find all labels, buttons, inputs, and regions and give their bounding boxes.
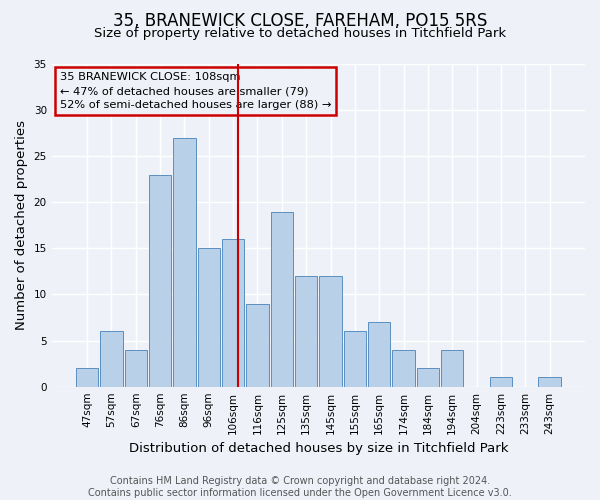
Text: 35 BRANEWICK CLOSE: 108sqm
← 47% of detached houses are smaller (79)
52% of semi: 35 BRANEWICK CLOSE: 108sqm ← 47% of deta…	[59, 72, 331, 110]
Bar	[125, 350, 147, 387]
Bar	[100, 332, 122, 386]
Bar	[441, 350, 463, 387]
Bar	[295, 276, 317, 386]
Bar	[246, 304, 269, 386]
Bar	[368, 322, 391, 386]
Bar	[319, 276, 341, 386]
Bar	[392, 350, 415, 387]
Bar	[222, 239, 244, 386]
Bar	[490, 378, 512, 386]
Bar	[344, 332, 366, 386]
Text: 35, BRANEWICK CLOSE, FAREHAM, PO15 5RS: 35, BRANEWICK CLOSE, FAREHAM, PO15 5RS	[113, 12, 487, 30]
Y-axis label: Number of detached properties: Number of detached properties	[15, 120, 28, 330]
Text: Contains HM Land Registry data © Crown copyright and database right 2024.
Contai: Contains HM Land Registry data © Crown c…	[88, 476, 512, 498]
Bar	[271, 212, 293, 386]
Bar	[173, 138, 196, 386]
X-axis label: Distribution of detached houses by size in Titchfield Park: Distribution of detached houses by size …	[128, 442, 508, 455]
Bar	[538, 378, 561, 386]
Text: Size of property relative to detached houses in Titchfield Park: Size of property relative to detached ho…	[94, 28, 506, 40]
Bar	[416, 368, 439, 386]
Bar	[197, 248, 220, 386]
Bar	[149, 174, 172, 386]
Bar	[76, 368, 98, 386]
